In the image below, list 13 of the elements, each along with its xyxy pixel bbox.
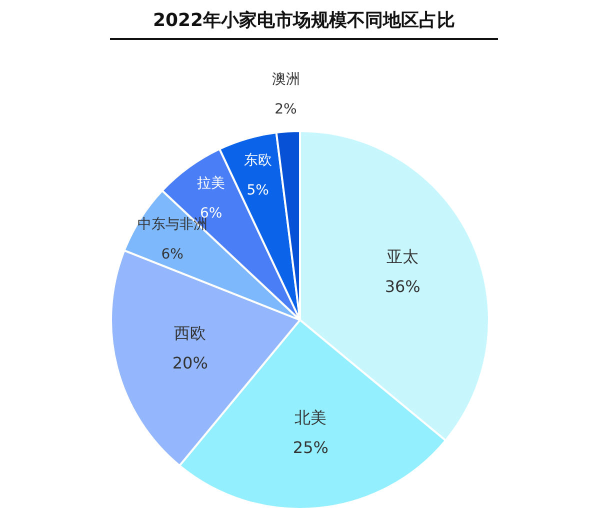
data-label: 25%	[292, 438, 328, 458]
slice-label: 北美	[294, 408, 327, 428]
data-label: 2%	[274, 101, 297, 118]
slice-label: 拉美	[197, 175, 226, 192]
slice-label: 西欧	[174, 323, 206, 342]
slice-label: 东欧	[244, 152, 272, 168]
data-label: 6%	[161, 246, 184, 263]
slice-label: 亚太	[386, 246, 419, 266]
data-label: 36%	[384, 276, 420, 296]
chart-title: 2022年小家电市场规模不同地区占比	[110, 8, 498, 40]
data-label: 20%	[172, 353, 208, 372]
slice-label: 澳洲	[272, 71, 300, 88]
data-label: 5%	[246, 182, 269, 198]
